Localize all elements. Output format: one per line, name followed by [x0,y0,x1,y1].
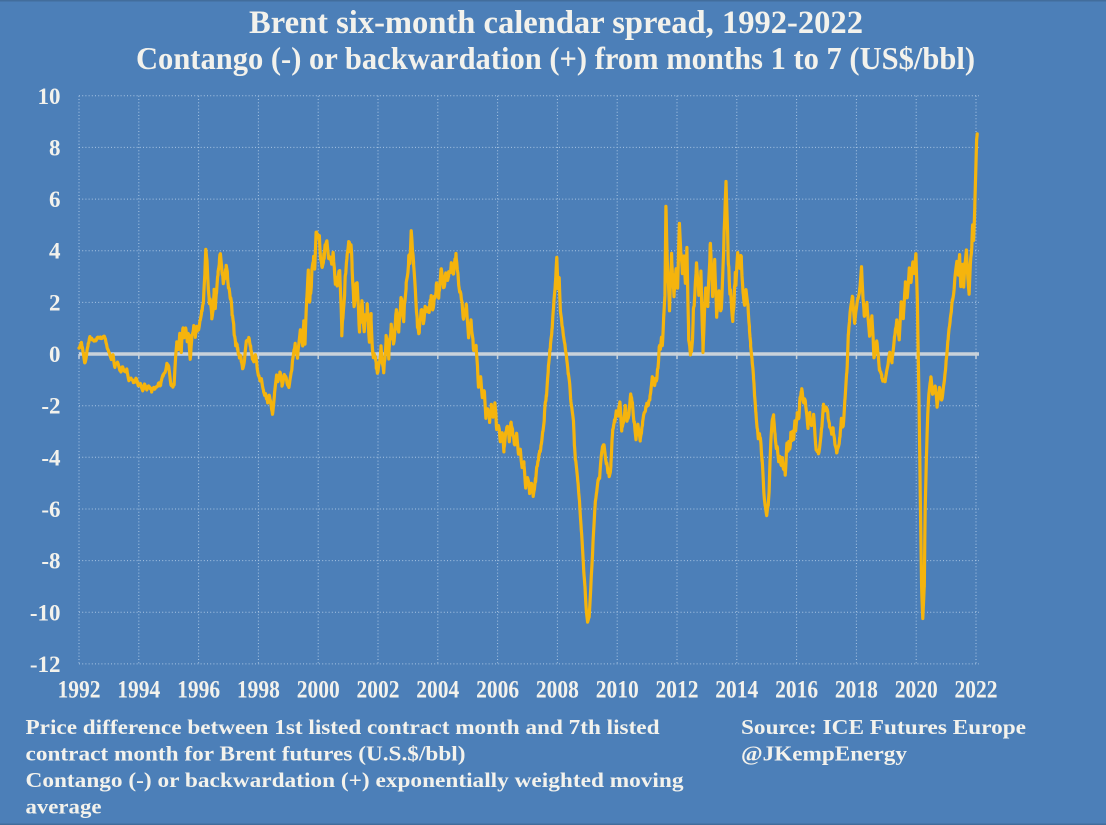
svg-text:2018: 2018 [835,677,878,704]
svg-text:2012: 2012 [656,677,699,704]
svg-text:2000: 2000 [297,677,340,704]
svg-text:2008: 2008 [536,677,579,704]
svg-text:Contango (-) or backwardation: Contango (-) or backwardation (+) expone… [26,768,685,792]
svg-text:-10: -10 [30,600,61,625]
svg-text:1992: 1992 [58,677,101,704]
svg-text:4: 4 [49,239,61,264]
svg-text:2004: 2004 [416,677,459,704]
svg-text:average: average [26,795,102,819]
svg-text:-4: -4 [41,445,61,470]
svg-text:@JKempEnergy: @JKempEnergy [741,742,908,766]
svg-text:Source: ICE Futures Europe: Source: ICE Futures Europe [741,715,1026,739]
svg-text:-12: -12 [30,652,61,677]
svg-text:1998: 1998 [237,677,280,704]
svg-text:contract month for Brent futur: contract month for Brent futures (U.S.$/… [26,742,466,766]
svg-text:2: 2 [49,290,61,315]
svg-text:Brent six-month calendar sprea: Brent six-month calendar spread, 1992-20… [249,5,863,41]
svg-text:-6: -6 [41,497,60,522]
svg-text:2010: 2010 [596,677,639,704]
svg-text:6: 6 [49,187,61,212]
svg-text:-2: -2 [41,394,60,419]
svg-text:1994: 1994 [117,677,160,704]
svg-text:2016: 2016 [775,677,818,704]
svg-text:2022: 2022 [955,677,998,704]
svg-text:8: 8 [49,135,61,160]
svg-text:2006: 2006 [476,677,519,704]
svg-text:Contango (-) or backwardation: Contango (-) or backwardation (+) from m… [136,40,975,76]
svg-text:-8: -8 [41,549,60,574]
svg-text:2002: 2002 [357,677,400,704]
svg-text:2020: 2020 [895,677,938,704]
svg-text:10: 10 [38,84,61,109]
svg-text:Price difference between 1st l: Price difference between 1st listed cont… [26,715,660,739]
svg-text:1996: 1996 [177,677,220,704]
svg-text:2014: 2014 [715,677,758,704]
svg-text:0: 0 [49,342,61,367]
